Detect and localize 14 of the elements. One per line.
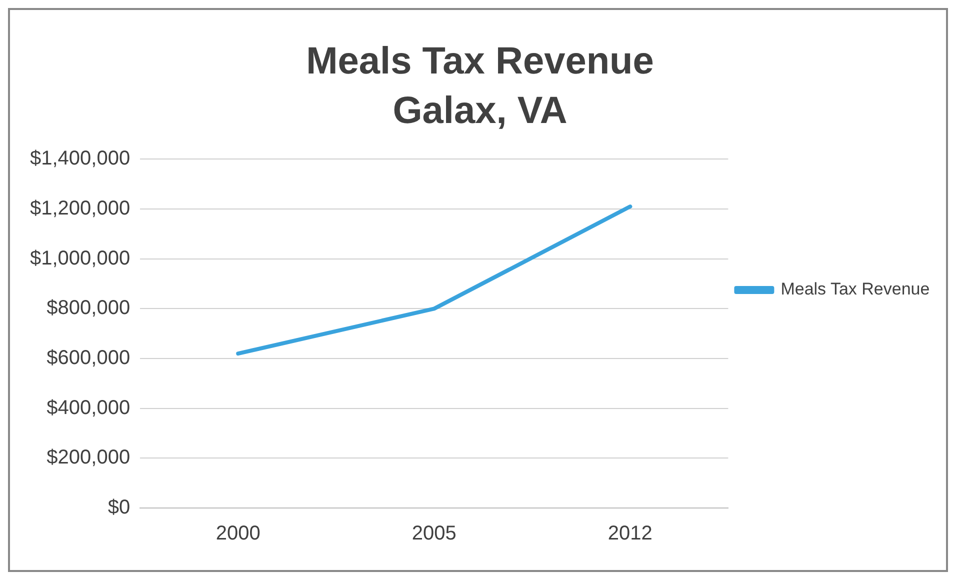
y-tick-label: $800,000 xyxy=(46,297,130,320)
legend-label: Meals Tax Revenue xyxy=(780,280,930,299)
y-tick-label: $1,200,000 xyxy=(30,198,130,220)
chart-subtitle: Galax, VA xyxy=(392,90,568,132)
y-tick-label: $400,000 xyxy=(46,396,130,419)
x-tick-label: 2000 xyxy=(216,522,260,545)
y-tick-label: $600,000 xyxy=(46,347,130,370)
y-tick-label: $200,000 xyxy=(46,446,130,469)
y-tick-label: $1,400,000 xyxy=(30,148,130,170)
chart-title: Meals Tax Revenue xyxy=(306,40,654,82)
x-tick-label: 2012 xyxy=(608,522,652,545)
x-tick-label: 2005 xyxy=(412,522,456,545)
y-tick-label: $1,000,000 xyxy=(30,247,130,270)
y-tick-label: $0 xyxy=(108,496,130,519)
